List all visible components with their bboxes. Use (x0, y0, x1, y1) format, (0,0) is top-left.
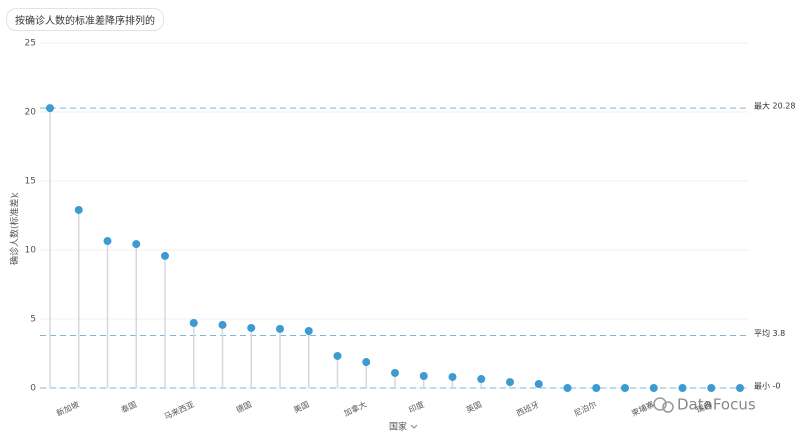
chart-title: 按确诊人数的标准差降序排列的 (6, 8, 164, 31)
point (649, 384, 658, 392)
watermark-icon (653, 397, 674, 413)
x-axis-label: 国家 (389, 421, 407, 433)
x-tick-label: 德国 (234, 399, 253, 415)
point (189, 319, 198, 328)
y-tick-label: 10 (25, 246, 37, 256)
x-tick-label: 美国 (292, 399, 311, 415)
reference-label: 平均 3.8 (754, 328, 785, 338)
watermark: DataFocus (677, 396, 756, 414)
point (448, 372, 457, 381)
y-tick-label: 0 (30, 384, 36, 394)
point (477, 375, 486, 384)
point (534, 379, 543, 388)
x-tick-label: 马来西亚 (163, 400, 196, 422)
point (304, 327, 313, 336)
y-tick-label: 25 (25, 39, 36, 49)
y-tick-label: 15 (25, 177, 36, 187)
x-tick-label: 柬埔寨 (630, 399, 656, 418)
y-tick-label: 20 (25, 108, 37, 118)
point (391, 368, 399, 377)
point (563, 384, 572, 392)
point (74, 205, 83, 214)
y-tick-label: 5 (30, 315, 36, 325)
point (707, 384, 716, 392)
point (103, 237, 112, 246)
y-label-chevron (11, 192, 19, 197)
reference-label: 最大 20.28 (754, 101, 795, 111)
point (362, 358, 371, 367)
x-tick-label: 印度 (407, 399, 426, 415)
point (46, 104, 54, 113)
point (419, 371, 428, 380)
point (678, 384, 687, 392)
x-tick-label: 英国 (464, 399, 483, 415)
point (218, 320, 227, 329)
x-tick-label: 西班牙 (515, 399, 541, 418)
x-tick-label: 加拿大 (342, 399, 368, 418)
point (506, 378, 514, 387)
x-label-chevron (410, 424, 418, 429)
point (247, 323, 256, 332)
reference-label: 最小 -0 (754, 382, 781, 391)
point (736, 384, 744, 392)
x-tick-label: 新加坡 (55, 399, 81, 418)
x-tick-label: 泰国 (119, 399, 138, 415)
x-tick-label: 尼泊尔 (572, 399, 598, 418)
point (333, 351, 342, 360)
point (161, 251, 169, 260)
point (592, 384, 601, 392)
point (621, 384, 629, 392)
y-axis-label: 确诊人数(标准差) (9, 195, 21, 265)
point (132, 240, 141, 249)
point (276, 324, 284, 333)
